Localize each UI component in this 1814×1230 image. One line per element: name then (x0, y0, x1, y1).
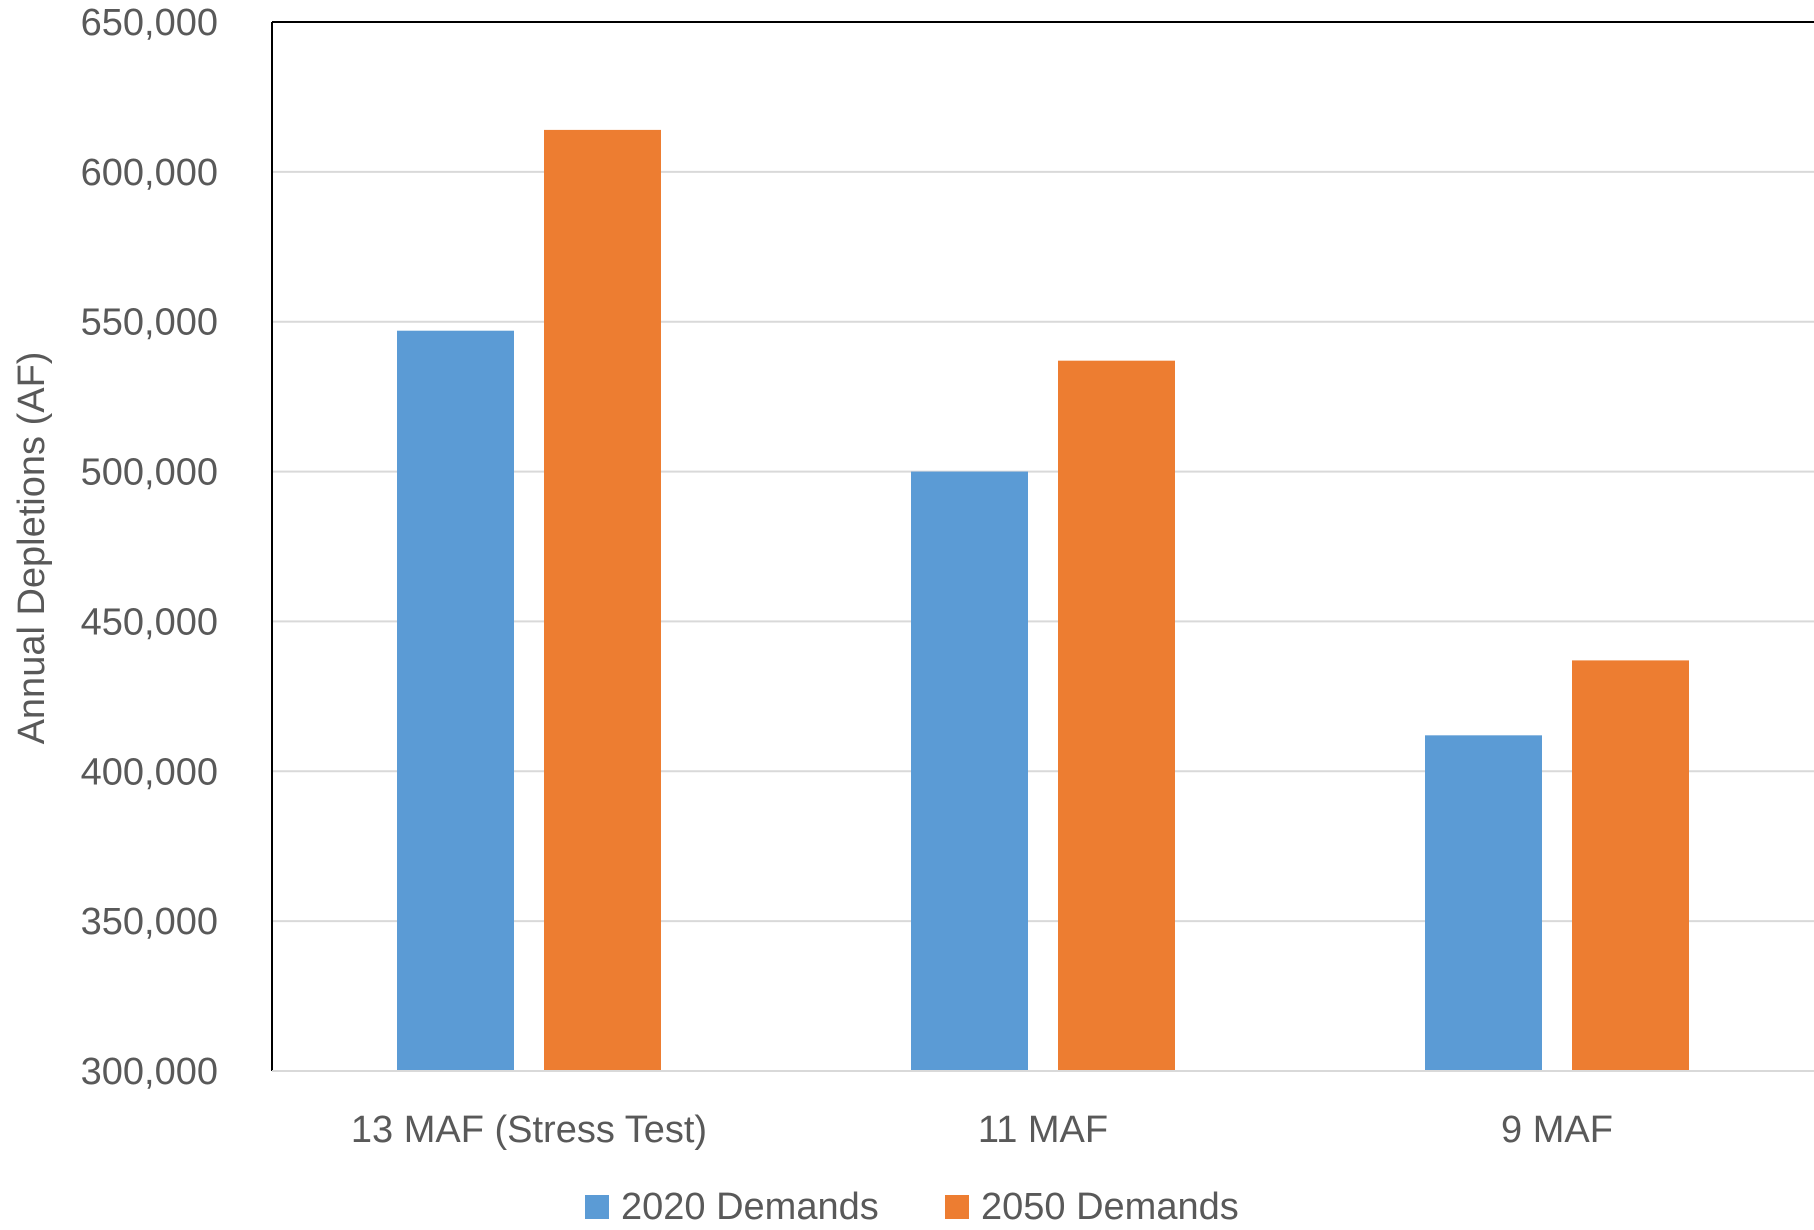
bar (544, 129, 661, 1071)
y-tick-label: 600,000 (81, 152, 218, 194)
x-tick-label: 11 MAF (978, 1109, 1108, 1151)
y-tick-label: 450,000 (81, 601, 218, 643)
axes (271, 21, 1814, 1072)
bar (397, 330, 514, 1072)
y-axis-title: Annual Depletions (AF) (11, 352, 53, 745)
y-tick-label: 400,000 (81, 751, 218, 793)
bars (397, 129, 1689, 1072)
y-tick-label: 350,000 (81, 901, 218, 943)
legend-swatch (945, 1195, 969, 1219)
gridlines (272, 170, 1814, 923)
legend-label: 2050 Demands (981, 1186, 1239, 1225)
x-tick-label: 9 MAF (1501, 1109, 1613, 1151)
legend: 2020 Demands 2050 Demands (585, 1186, 1239, 1228)
x-tick-label: 13 MAF (Stress Test) (351, 1109, 707, 1151)
y-tick-label: 650,000 (81, 2, 218, 44)
bar (1425, 735, 1542, 1071)
y-tick-labels: 300,000 350,000 400,000 450,000 500,000 550,0… (81, 2, 218, 1093)
bar (911, 471, 1028, 1072)
y-tick-label: 550,000 (81, 302, 218, 344)
legend-swatch (585, 1195, 609, 1219)
y-tick-label: 300,000 (81, 1051, 218, 1093)
y-tick-label: 500,000 (81, 452, 218, 494)
legend-label: 2020 Demands (621, 1186, 879, 1225)
bar (1572, 660, 1689, 1071)
bar (1058, 360, 1175, 1072)
x-tick-labels: 13 MAF (Stress Test) 11 MAF 9 MAF (351, 1109, 1613, 1151)
